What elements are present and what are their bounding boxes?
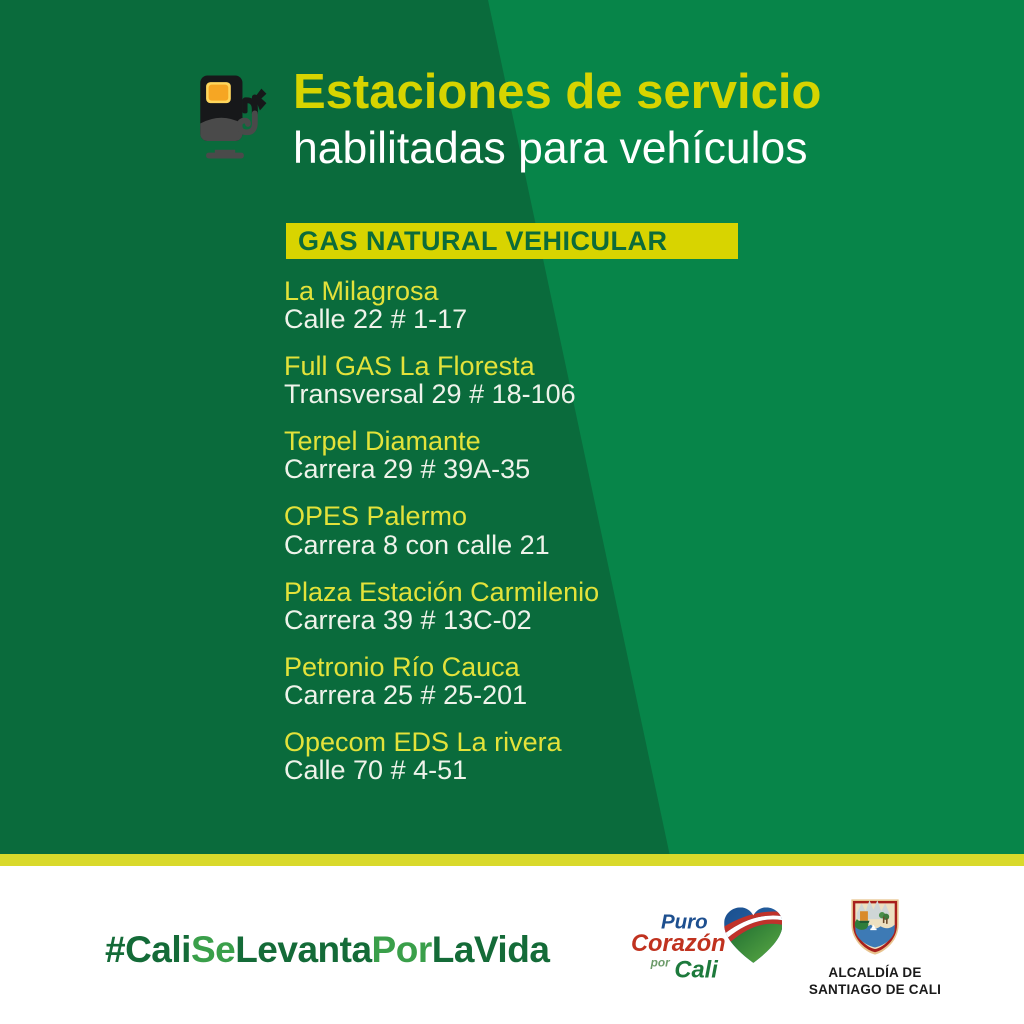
svg-text:por: por xyxy=(650,956,671,970)
svg-text:Cali: Cali xyxy=(674,958,718,980)
svg-text:Corazón: Corazón xyxy=(631,931,726,957)
